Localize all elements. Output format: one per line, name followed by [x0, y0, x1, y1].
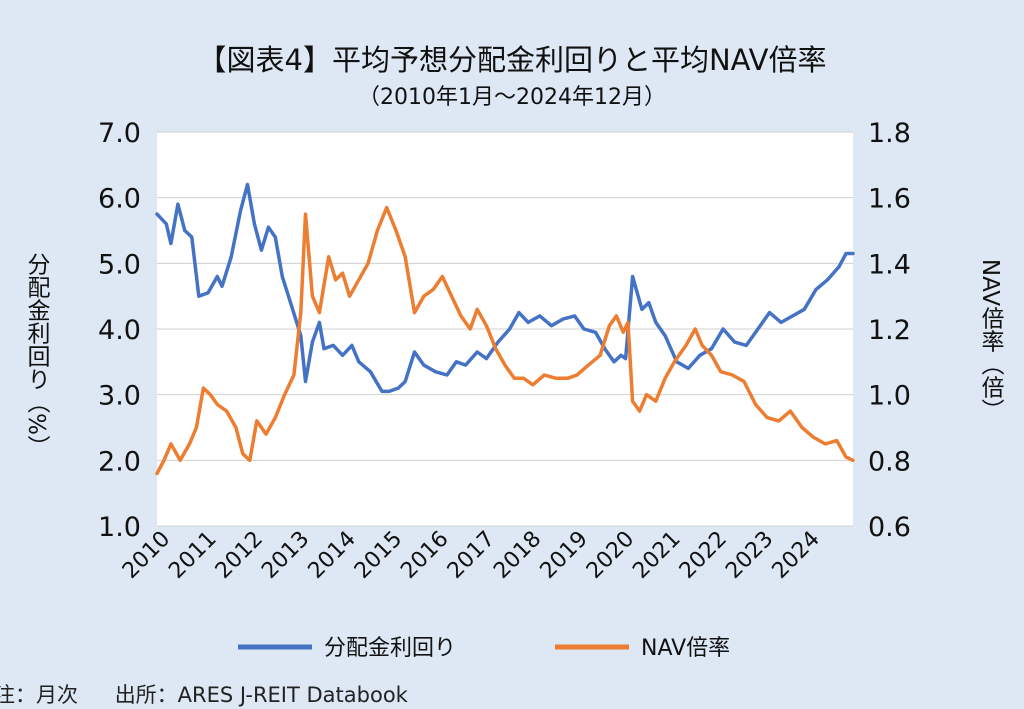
y-left-tick-label: 4.0: [98, 315, 141, 346]
footer-source: 出所：ARES J-REIT Databook: [114, 683, 408, 707]
x-tick-label: 2014: [304, 527, 361, 584]
x-tick-label: 2023: [721, 527, 778, 584]
y-right-tick-label: 1.4: [868, 249, 911, 280]
footer-note: 注：月次: [0, 683, 78, 707]
x-tick-label: 2016: [396, 527, 453, 584]
series-layer: [155, 182, 855, 476]
x-tick-label: 2015: [350, 527, 407, 584]
x-tick-label: 2018: [489, 527, 546, 584]
y-left-tick-label: 2.0: [98, 446, 141, 477]
x-tick-label: 2013: [257, 527, 314, 584]
x-tick-label: 2019: [536, 527, 593, 584]
y-left-tick-label: 7.0: [98, 118, 141, 149]
y-left-tick-labels: 1.0 2.0 3.0 4.0 5.0 6.0 7.0: [98, 118, 141, 543]
series-line-nav: [155, 205, 855, 476]
x-tick-label: 2012: [211, 527, 268, 584]
x-tick-labels: 2010201120122013201420152016201720182019…: [118, 527, 825, 584]
chart-subtitle: （2010年1月～2024年12月）: [358, 85, 666, 110]
series-line-yield: [155, 182, 855, 394]
x-tick-label: 2020: [582, 527, 639, 584]
gridlines: [157, 131, 853, 527]
y-left-tick-label: 3.0: [98, 381, 141, 412]
legend: 分配金利回り NAV倍率: [238, 636, 730, 661]
y-left-axis-label: 分配金利回り（%）: [23, 252, 51, 458]
footer: 注：月次 出所：ARES J-REIT Databook: [0, 679, 438, 709]
y-left-tick-label: 5.0: [98, 249, 141, 280]
y-right-tick-label: 1.0: [868, 381, 911, 412]
x-tick-label: 2017: [443, 527, 500, 584]
legend-label-yield: 分配金利回り: [324, 636, 456, 661]
x-tick-label: 2021: [628, 527, 685, 584]
legend-label-nav: NAV倍率: [641, 636, 730, 661]
x-tick-label: 2011: [164, 527, 221, 584]
y-right-tick-label: 0.6: [868, 512, 911, 543]
y-left-tick-label: 1.0: [98, 512, 141, 543]
y-right-tick-labels: 0.6 0.8 1.0 1.2 1.4 1.6 1.8: [868, 118, 911, 543]
y-right-axis-label: NAV倍率（倍）: [977, 259, 1005, 421]
x-tick-label: 2024: [768, 527, 825, 584]
y-right-tick-label: 1.8: [868, 118, 911, 149]
y-right-tick-label: 1.6: [868, 184, 911, 215]
y-right-tick-label: 1.2: [868, 315, 911, 346]
x-tick-label: 2022: [675, 527, 732, 584]
chart-title: 【図表4】平均予想分配金利回りと平均NAV倍率: [198, 43, 827, 77]
y-right-tick-label: 0.8: [868, 446, 911, 477]
y-left-tick-label: 6.0: [98, 184, 141, 215]
